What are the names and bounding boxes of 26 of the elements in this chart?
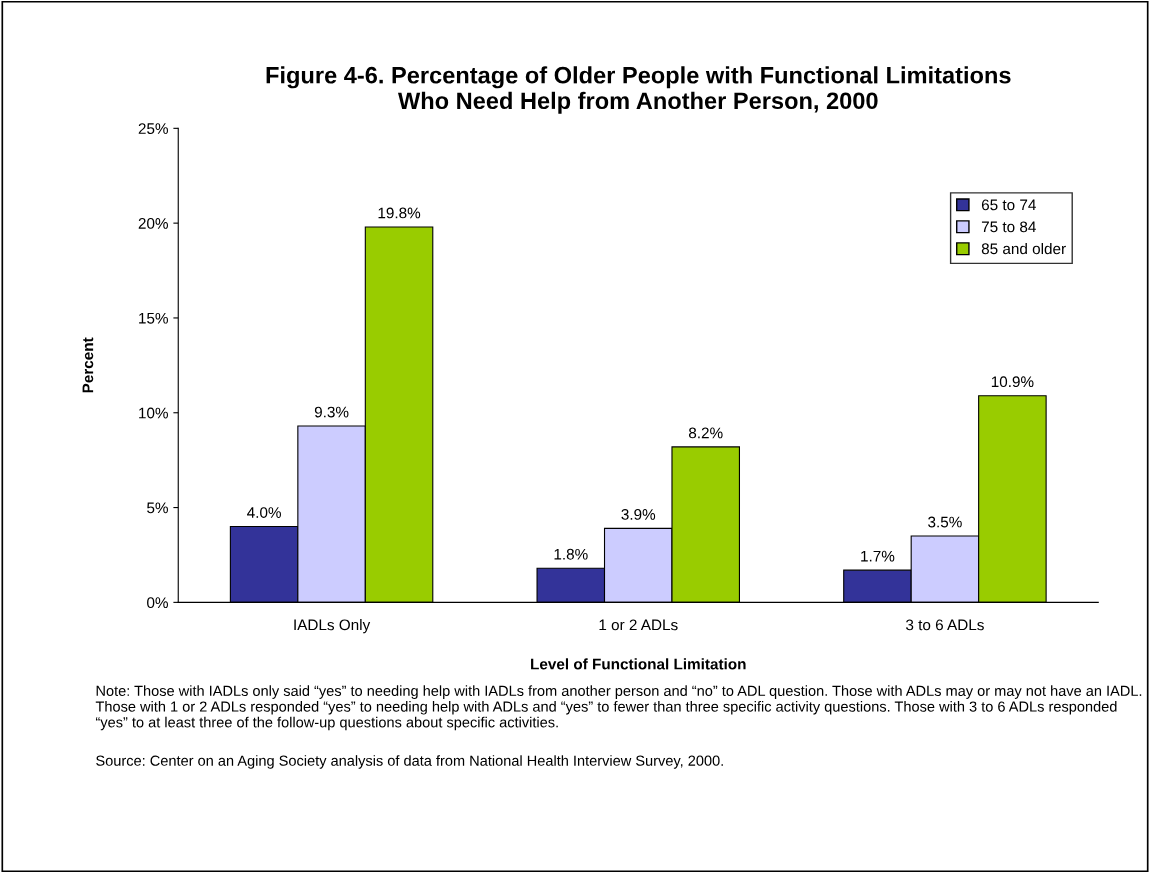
chart-title: Figure 4-6. Percentage of Older People with Functional Limitations Who Need Help from Another Person, 2000 — [266, 66, 1011, 114]
data-label: 10.9% — [991, 376, 1034, 388]
y-tick-label: 25% — [138, 123, 168, 135]
y-tick-label: 5% — [147, 502, 168, 514]
x-tick-label: 3 to 6 ADLs — [906, 619, 984, 631]
legend-label: 75 to 84 — [981, 221, 1036, 233]
source-note: Source: Center on an Aging Society analysis of data from National Health Interview Survey, 2000. — [96, 755, 723, 769]
data-label: 4.0% — [247, 507, 281, 518]
data-label: 19.8% — [378, 207, 421, 219]
data-label: 8.2% — [688, 427, 723, 439]
x-tick-label: 1 or 2 ADLs — [599, 619, 678, 631]
text: Note: Those with IADLs only said “yes” to needing help with IADLs from another person and “no” to ADL question. Those with ADLs may or may not have an IADL. Those with 1 or 2 ADLs responded “yes” to needing help with ADLs and “yes” to fewer than three specific activity questions. Those with 3 to 6 ADLs responded “yes” to at least three of the follow-up questions about specific activities. — [95, 685, 1142, 731]
legend-label: 85 and older — [981, 242, 1066, 255]
data-label: 1.8% — [554, 548, 588, 560]
y-tick-label: 10% — [139, 407, 168, 419]
y-axis-title: Percent — [82, 337, 94, 393]
x-axis-title: Level of Functional Limitation — [531, 658, 746, 670]
data-label: 3.5% — [928, 516, 962, 528]
y-tick-label: 0% — [147, 597, 168, 609]
data-label: 9.3% — [314, 406, 349, 418]
y-tick-label: 15% — [139, 312, 168, 324]
data-label: 1.7% — [861, 550, 895, 562]
data-label: 3.9% — [621, 509, 656, 520]
x-tick-label: IADLs Only — [294, 619, 371, 634]
legend-label: 65 to 74 — [981, 199, 1036, 211]
y-tick-label: 20% — [138, 218, 168, 229]
